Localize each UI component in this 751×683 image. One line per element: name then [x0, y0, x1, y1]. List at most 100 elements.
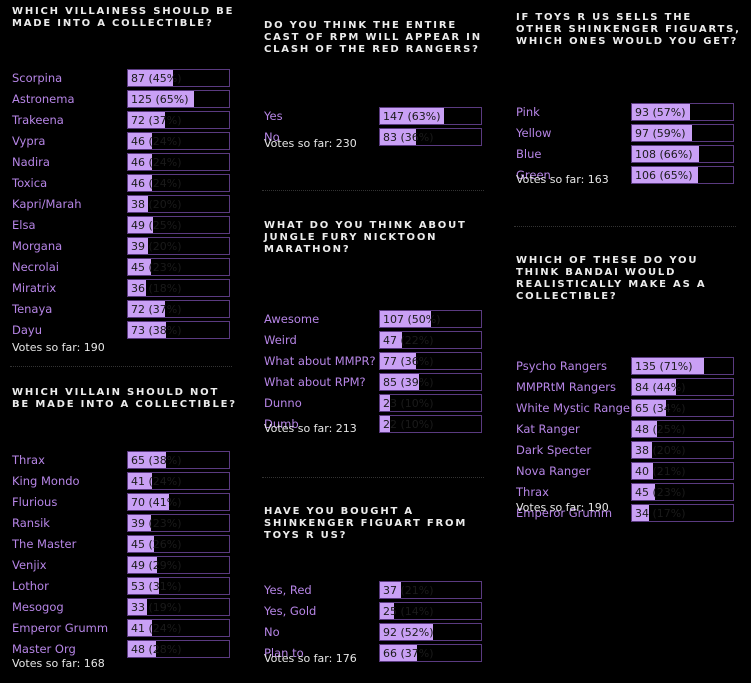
poll-option[interactable]: Yes, Gold 25 (14%)	[264, 602, 492, 621]
option-label[interactable]: Astronema	[12, 92, 75, 106]
option-label[interactable]: King Mondo	[12, 474, 80, 488]
poll-option[interactable]: Vypra 46 (24%)	[12, 132, 240, 151]
poll-option[interactable]: Trakeena 72 (37%)	[12, 111, 240, 130]
poll-option[interactable]: Pink 93 (57%)	[516, 103, 744, 122]
option-label[interactable]: Lothor	[12, 579, 49, 593]
option-label[interactable]: Yes, Gold	[264, 604, 317, 618]
poll-option[interactable]: Ransik 39 (23%)	[12, 514, 240, 533]
poll-option[interactable]: White Mystic Ranger 65 (34%)	[516, 399, 744, 418]
option-label[interactable]: What about MMPR?	[264, 354, 376, 368]
poll-option[interactable]: Elsa 49 (25%)	[12, 216, 240, 235]
option-label[interactable]: Morgana	[12, 239, 63, 253]
result-bar-fill	[380, 374, 420, 390]
option-label[interactable]: Emperor Grumm	[12, 621, 109, 635]
poll-option[interactable]: Morgana 39 (20%)	[12, 237, 240, 256]
option-label[interactable]: Tenaya	[12, 302, 53, 316]
option-label[interactable]: Ransik	[12, 516, 50, 530]
poll-option[interactable]: What about MMPR? 77 (36%)	[264, 352, 492, 371]
option-label[interactable]: Venjix	[12, 558, 47, 572]
poll-option[interactable]: Flurious 70 (41%)	[12, 493, 240, 512]
option-label[interactable]: Green	[516, 168, 551, 182]
option-label[interactable]: Flurious	[12, 495, 58, 509]
poll-option[interactable]: Scorpina 87 (45%)	[12, 69, 240, 88]
option-label[interactable]: Nova Ranger	[516, 464, 591, 478]
option-label[interactable]: Master Org	[12, 642, 76, 656]
poll-option[interactable]: Master Org 48 (28%)	[12, 640, 240, 659]
poll-option[interactable]: Yes, Red 37 (21%)	[264, 581, 492, 600]
option-label[interactable]: Awesome	[264, 312, 320, 326]
poll-option[interactable]: Nadira 46 (24%)	[12, 153, 240, 172]
poll-option[interactable]: No 83 (36%)	[264, 128, 492, 147]
option-label[interactable]: Kat Ranger	[516, 422, 580, 436]
option-label[interactable]: Necrolai	[12, 260, 59, 274]
poll-option[interactable]: Green 106 (65%)	[516, 166, 744, 185]
poll-option[interactable]: Kapri/Marah 38 (20%)	[12, 195, 240, 214]
option-label[interactable]: Nadira	[12, 155, 50, 169]
poll-option[interactable]: Kat Ranger 48 (25%)	[516, 420, 744, 439]
poll-option[interactable]: Yellow 97 (59%)	[516, 124, 744, 143]
option-label[interactable]: Weird	[264, 333, 297, 347]
poll-option[interactable]: King Mondo 41 (24%)	[12, 472, 240, 491]
option-label[interactable]: No	[264, 625, 280, 639]
option-label[interactable]: MMPRtM Rangers	[516, 380, 617, 394]
option-label[interactable]: Emperor Grumm	[516, 506, 613, 520]
poll-option[interactable]: Emperor Grumm 34 (17%)	[516, 504, 744, 523]
option-label[interactable]: Dayu	[12, 323, 42, 337]
option-label[interactable]: Plan to	[264, 646, 304, 660]
poll-option[interactable]: Tenaya 72 (37%)	[12, 300, 240, 319]
option-label[interactable]: Miratrix	[12, 281, 57, 295]
result-bar-fill	[380, 645, 418, 661]
result-bar-fill	[128, 452, 167, 468]
poll-option[interactable]: Awesome 107 (50%)	[264, 310, 492, 329]
option-label[interactable]: What about RPM?	[264, 375, 366, 389]
poll-option[interactable]: Emperor Grumm 41 (24%)	[12, 619, 240, 638]
option-label[interactable]: Thrax	[516, 485, 549, 499]
poll-option[interactable]: MMPRtM Rangers 84 (44%)	[516, 378, 744, 397]
poll-option[interactable]: No 92 (52%)	[264, 623, 492, 642]
poll-option[interactable]: Venjix 49 (29%)	[12, 556, 240, 575]
option-label[interactable]: No	[264, 130, 280, 144]
option-label[interactable]: Scorpina	[12, 71, 63, 85]
option-label[interactable]: Psycho Rangers	[516, 359, 608, 373]
poll-option[interactable]: Nova Ranger 40 (21%)	[516, 462, 744, 481]
result-value: 22 (10%)	[383, 418, 434, 431]
poll-option[interactable]: Blue 108 (66%)	[516, 145, 744, 164]
option-label[interactable]: Dunno	[264, 396, 302, 410]
poll-option[interactable]: Thrax 65 (38%)	[12, 451, 240, 470]
option-label[interactable]: Pink	[516, 105, 540, 119]
poll-question: WHICH VILLAIN SHOULD NOT BE MADE INTO A …	[12, 387, 237, 410]
option-label[interactable]: White Mystic Ranger	[516, 401, 635, 415]
poll-option[interactable]: Dayu 73 (38%)	[12, 321, 240, 340]
poll-option[interactable]: What about RPM? 85 (39%)	[264, 373, 492, 392]
poll-question: IF TOYS R US SELLS THE OTHER SHINKENGER …	[516, 12, 741, 47]
poll-option[interactable]: The Master 45 (26%)	[12, 535, 240, 554]
poll-option[interactable]: Lothor 53 (31%)	[12, 577, 240, 596]
poll-option[interactable]: Psycho Rangers 135 (71%)	[516, 357, 744, 376]
poll-option[interactable]: Necrolai 45 (23%)	[12, 258, 240, 277]
option-label[interactable]: Dumb	[264, 417, 299, 431]
poll-option[interactable]: Dunno 23 (10%)	[264, 394, 492, 413]
option-label[interactable]: Yes, Red	[264, 583, 312, 597]
option-label[interactable]: Dark Specter	[516, 443, 592, 457]
poll-option[interactable]: Yes 147 (63%)	[264, 107, 492, 126]
option-label[interactable]: Elsa	[12, 218, 36, 232]
option-label[interactable]: Blue	[516, 147, 542, 161]
option-label[interactable]: Yes	[264, 109, 283, 123]
option-label[interactable]: Kapri/Marah	[12, 197, 82, 211]
poll-option[interactable]: Miratrix 36 (18%)	[12, 279, 240, 298]
poll-option[interactable]: Astronema 125 (65%)	[12, 90, 240, 109]
poll-option[interactable]: Dumb 22 (10%)	[264, 415, 492, 434]
option-label[interactable]: Vypra	[12, 134, 46, 148]
poll-option[interactable]: Plan to 66 (37%)	[264, 644, 492, 663]
option-label[interactable]: Trakeena	[12, 113, 64, 127]
option-label[interactable]: Mesogog	[12, 600, 64, 614]
option-label[interactable]: Yellow	[516, 126, 552, 140]
option-label[interactable]: Toxica	[12, 176, 48, 190]
poll-option[interactable]: Thrax 45 (23%)	[516, 483, 744, 502]
poll-option[interactable]: Mesogog 33 (19%)	[12, 598, 240, 617]
option-label[interactable]: Thrax	[12, 453, 45, 467]
poll-option[interactable]: Dark Specter 38 (20%)	[516, 441, 744, 460]
poll-option[interactable]: Toxica 46 (24%)	[12, 174, 240, 193]
option-label[interactable]: The Master	[12, 537, 77, 551]
poll-option[interactable]: Weird 47 (22%)	[264, 331, 492, 350]
